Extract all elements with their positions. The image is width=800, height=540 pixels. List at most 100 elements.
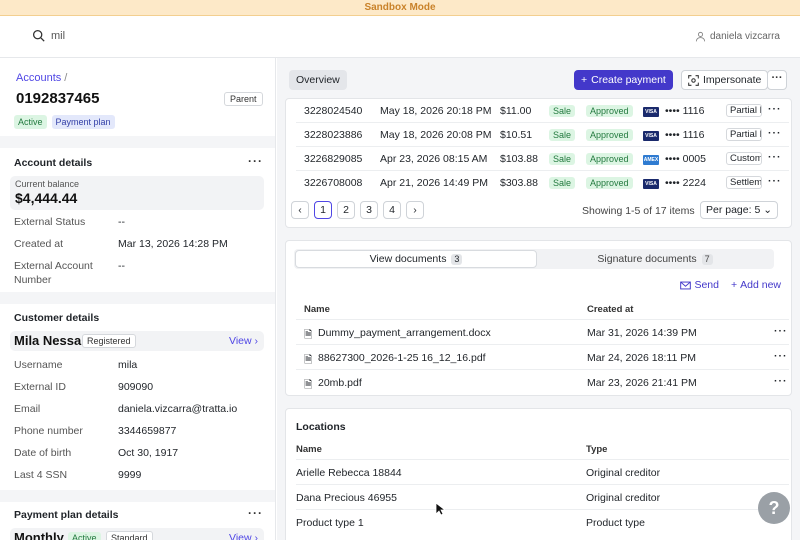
impersonate-button[interactable]: Impersonate bbox=[681, 70, 769, 90]
visa-icon: VISA bbox=[643, 107, 659, 117]
detail-value: 3344659877 bbox=[118, 425, 177, 437]
breadcrumb: Accounts / bbox=[16, 72, 67, 84]
list-item[interactable]: 🗎 88627300_2026-1-25 16_12_16.pdf Mar 24… bbox=[296, 344, 789, 369]
page-button-2[interactable]: 2 bbox=[337, 201, 355, 219]
payment-plan-active-badge: Active bbox=[68, 532, 101, 540]
status-badge: Approved bbox=[586, 105, 633, 117]
type-badge: Sale bbox=[549, 153, 576, 165]
location-type: Original creditor bbox=[586, 492, 661, 504]
list-item[interactable]: 🗎 20mb.pdf Mar 23, 2026 21:41 PM ··· bbox=[296, 369, 789, 394]
account-id: 0192837465 bbox=[16, 90, 100, 107]
table-row[interactable]: 3226708008 Apr 21, 2026 14:49 PM $303.88… bbox=[296, 171, 789, 195]
row-more-icon[interactable]: ··· bbox=[774, 375, 788, 387]
table-row[interactable]: 3228024540 May 18, 2026 20:18 PM $11.00 … bbox=[296, 99, 789, 123]
locations-title: Locations bbox=[296, 421, 346, 433]
transaction-date: May 18, 2026 20:08 PM bbox=[380, 129, 492, 141]
transaction-id[interactable]: 3226829085 bbox=[304, 153, 363, 165]
page-button-3[interactable]: 3 bbox=[360, 201, 378, 219]
view-customer-link[interactable]: View › bbox=[229, 335, 258, 347]
send-button[interactable]: Send bbox=[680, 279, 719, 291]
location-name: Dana Precious 46955 bbox=[296, 492, 397, 504]
row-more-icon[interactable]: ··· bbox=[774, 325, 788, 337]
tab-overview[interactable]: Overview bbox=[289, 70, 347, 90]
row-more-icon[interactable]: ··· bbox=[768, 151, 782, 163]
list-item[interactable]: 🗎 Dummy_payment_arrangement.docx Mar 31,… bbox=[296, 319, 789, 344]
page-button-1[interactable]: 1 bbox=[314, 201, 332, 219]
pagination-summary: Showing 1-5 of 17 items bbox=[582, 205, 695, 217]
transaction-id[interactable]: 3228024540 bbox=[304, 105, 363, 117]
impersonate-label: Impersonate bbox=[703, 74, 762, 86]
column-header-name: Name bbox=[296, 444, 322, 455]
transaction-date: Apr 21, 2026 14:49 PM bbox=[380, 177, 488, 189]
payment-plan-more-icon[interactable]: ··· bbox=[248, 506, 263, 520]
row-more-icon[interactable]: ··· bbox=[768, 127, 782, 139]
transaction-amount: $303.88 bbox=[500, 177, 538, 189]
user-menu[interactable]: daniela vizcarra bbox=[695, 31, 780, 42]
detail-value: 9999 bbox=[118, 469, 142, 481]
transaction-id[interactable]: 3226708008 bbox=[304, 177, 363, 189]
column-header-name: Name bbox=[304, 304, 330, 315]
detail-value: Oct 30, 1917 bbox=[118, 447, 179, 459]
document-name[interactable]: Dummy_payment_arrangement.docx bbox=[318, 327, 491, 339]
document-created: Mar 23, 2026 21:41 PM bbox=[587, 377, 697, 389]
account-details-more-icon[interactable]: ··· bbox=[248, 154, 263, 168]
mail-icon bbox=[680, 281, 692, 289]
impersonate-icon bbox=[688, 74, 699, 86]
help-button[interactable]: ? bbox=[758, 492, 790, 524]
create-payment-label: Create payment bbox=[591, 74, 666, 86]
top-bar: mil daniela vizcarra bbox=[0, 16, 800, 58]
search-bar[interactable]: mil bbox=[32, 29, 65, 42]
location-type: Original creditor bbox=[586, 467, 661, 479]
document-name[interactable]: 20mb.pdf bbox=[318, 377, 362, 389]
row-more-icon[interactable]: ··· bbox=[768, 103, 782, 115]
payment-plan-badge: Payment plan bbox=[51, 115, 115, 129]
pagination-prev-icon[interactable]: ‹ bbox=[291, 201, 309, 219]
add-new-button[interactable]: + Add new bbox=[731, 279, 781, 291]
detail-label: Username bbox=[14, 359, 63, 371]
breadcrumb-accounts[interactable]: Accounts bbox=[16, 72, 62, 84]
detail-value: -- bbox=[118, 216, 125, 228]
column-header-created-at: Created at bbox=[587, 304, 634, 315]
payment-plan-details-title: Payment plan details bbox=[14, 509, 119, 521]
tab-signature-documents-label: Signature documents bbox=[597, 253, 697, 265]
add-new-label: Add new bbox=[740, 279, 781, 291]
document-created: Mar 24, 2026 18:11 PM bbox=[587, 352, 696, 364]
more-actions-button[interactable]: ··· bbox=[767, 70, 787, 90]
document-icon: 🗎 bbox=[304, 329, 313, 341]
balance-label: Current balance bbox=[15, 179, 80, 189]
detail-label: Phone number bbox=[14, 425, 83, 437]
chevron-down-icon: ⌄ bbox=[763, 204, 773, 216]
detail-value: -- bbox=[118, 260, 125, 272]
per-page-label: Per page: 5 bbox=[706, 204, 761, 216]
search-icon bbox=[32, 29, 45, 42]
parent-badge: Parent bbox=[224, 92, 263, 106]
create-payment-button[interactable]: + Create payment bbox=[574, 70, 673, 90]
payment-plan-standard-badge: Standard bbox=[106, 531, 153, 540]
plus-icon: + bbox=[730, 279, 738, 291]
payment-plan-card: Monthly Active Standard View › bbox=[10, 528, 264, 540]
document-name[interactable]: 88627300_2026-1-25 16_12_16.pdf bbox=[318, 352, 486, 364]
row-more-icon[interactable]: ··· bbox=[774, 350, 788, 362]
row-more-icon[interactable]: ··· bbox=[768, 175, 782, 187]
payment-tag: Partial P bbox=[726, 104, 762, 117]
per-page-select[interactable]: Per page: 5 ⌄ bbox=[700, 201, 779, 219]
type-badge: Sale bbox=[549, 129, 576, 141]
search-input[interactable]: mil bbox=[51, 29, 66, 42]
tab-signature-documents[interactable]: Signature documents 7 bbox=[538, 250, 772, 268]
table-row[interactable]: 3226829085 Apr 23, 2026 08:15 AM $103.88… bbox=[296, 147, 789, 171]
tab-view-documents[interactable]: View documents 3 bbox=[295, 250, 537, 268]
detail-value: 909090 bbox=[118, 381, 154, 393]
document-actions: Send + Add new bbox=[680, 279, 781, 291]
active-badge: Active bbox=[14, 115, 47, 129]
table-row: Arielle Rebecca 18844 Original creditor bbox=[296, 459, 789, 484]
view-payment-plan-link[interactable]: View › bbox=[229, 532, 258, 540]
account-details-title: Account details bbox=[14, 157, 93, 169]
transaction-id[interactable]: 3228023886 bbox=[304, 129, 363, 141]
table-row[interactable]: 3228023886 May 18, 2026 20:08 PM $10.51 … bbox=[296, 123, 789, 147]
status-badge: Approved bbox=[586, 153, 633, 165]
transaction-amount: $103.88 bbox=[500, 153, 538, 165]
registered-badge: Registered bbox=[82, 334, 136, 348]
pagination-next-icon[interactable]: › bbox=[406, 201, 424, 219]
current-balance-card: Current balance $4,444.44 bbox=[10, 176, 264, 210]
page-button-4[interactable]: 4 bbox=[383, 201, 401, 219]
